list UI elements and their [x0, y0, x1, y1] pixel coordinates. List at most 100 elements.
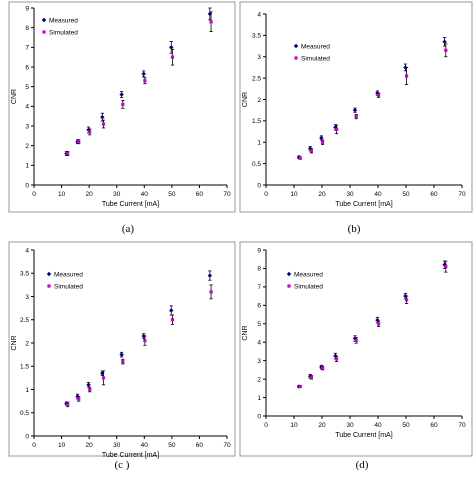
series-simulated	[66, 284, 213, 408]
y-tick-label: 2.5	[20, 317, 29, 324]
data-point-measured	[100, 114, 105, 120]
x-tick-label: 50	[402, 191, 410, 198]
y-tick-label: 5	[257, 321, 261, 328]
y-tick-label: 1	[257, 140, 261, 147]
chart-frame	[8, 241, 236, 457]
panel-caption: (b)	[348, 223, 361, 235]
series-simulated	[298, 43, 448, 160]
x-tick-label: 0	[264, 422, 268, 429]
data-point-simulated	[405, 74, 409, 78]
y-tick-label: 3	[25, 123, 29, 130]
data-point-simulated	[101, 122, 106, 126]
data-point-simulated	[309, 149, 313, 153]
x-tick-label: 20	[318, 422, 326, 429]
chart-frame	[8, 1, 236, 213]
data-point-measured	[86, 382, 91, 388]
panel-caption: (d)	[356, 459, 369, 471]
legend-label: Measured	[294, 271, 323, 278]
x-tick-label: 10	[290, 191, 298, 198]
data-point-simulated	[354, 338, 358, 342]
data-point-simulated	[88, 387, 92, 392]
y-tick-label: 7	[257, 284, 261, 291]
legend-marker-simulated	[287, 284, 291, 288]
data-point-simulated	[298, 156, 302, 160]
x-axis-label: Tube Current [mA]	[102, 201, 159, 208]
data-point-simulated	[377, 322, 381, 326]
y-tick-label: 6	[257, 303, 261, 310]
data-point-simulated	[121, 102, 125, 106]
y-tick-label: 8	[257, 266, 261, 273]
legend-marker-simulated	[42, 30, 46, 34]
data-point-measured	[119, 352, 124, 357]
x-tick-label: 50	[168, 442, 176, 449]
x-tick-label: 60	[196, 191, 204, 198]
y-axis-label: CNR	[11, 335, 18, 350]
x-tick-label: 60	[430, 422, 438, 429]
legend-marker-simulated	[294, 56, 298, 60]
series-simulated	[298, 260, 448, 389]
legend-label: Simulated	[294, 283, 323, 290]
x-axis-label: Tube Current [mA]	[335, 432, 392, 439]
y-tick-label: 0.5	[252, 161, 261, 168]
x-tick-label: 40	[141, 442, 149, 449]
legend: Measured Simulated	[46, 271, 83, 290]
legend: Measured Simulated	[286, 271, 323, 290]
x-tick-label: 10	[290, 422, 298, 429]
data-point-simulated	[121, 360, 125, 364]
x-tick-label: 30	[346, 191, 354, 198]
data-point-simulated	[77, 397, 81, 401]
data-point-simulated	[335, 127, 339, 132]
y-tick-label: 1	[25, 387, 29, 394]
data-point-simulated	[377, 93, 381, 97]
x-tick-label: 20	[86, 191, 94, 198]
data-point-measured	[169, 45, 174, 50]
x-tick-label: 30	[346, 422, 354, 429]
data-point-measured	[442, 39, 447, 44]
y-tick-label: 9	[25, 5, 29, 12]
data-point-simulated	[66, 151, 70, 156]
y-tick-label: 2	[25, 143, 29, 150]
legend: Measured Simulated	[293, 43, 330, 62]
x-tick-label: 70	[458, 191, 466, 198]
x-tick-label: 10	[58, 191, 66, 198]
data-point-measured	[352, 107, 358, 113]
y-tick-label: 3	[257, 358, 261, 365]
chart-panel-4: 0 1 2 3 4 5 6 7 8 9 0 10 20 30 40 50 60 70 Tube Current [m…	[239, 241, 473, 471]
legend-label: Simulated	[301, 55, 330, 62]
y-tick-label: 7	[25, 45, 29, 52]
x-tick-label: 40	[141, 191, 149, 198]
data-point-simulated	[335, 357, 339, 361]
legend-label: Simulated	[54, 283, 83, 290]
y-tick-label: 4	[257, 340, 261, 347]
y-tick-label: 6	[25, 64, 29, 71]
y-tick-label: 0.5	[20, 410, 29, 417]
x-tick-label: 0	[32, 191, 36, 198]
y-tick-label: 5	[25, 84, 29, 91]
legend-marker-measured	[286, 271, 292, 277]
x-tick-label: 70	[223, 442, 231, 449]
data-point-measured	[207, 273, 213, 278]
x-tick-label: 50	[168, 191, 176, 198]
data-point-simulated	[298, 384, 302, 389]
data-point-simulated	[405, 298, 409, 302]
y-axis-label: CNR	[242, 92, 249, 107]
y-tick-label: 0	[25, 182, 29, 189]
data-point-simulated	[88, 130, 92, 134]
y-tick-label: 9	[257, 247, 261, 254]
data-point-measured	[141, 71, 146, 77]
x-tick-label: 10	[58, 442, 66, 449]
data-point-simulated	[170, 318, 175, 322]
data-point-simulated	[77, 140, 81, 144]
data-point-simulated	[66, 402, 70, 406]
legend-marker-simulated	[47, 284, 51, 288]
x-tick-label: 50	[402, 422, 410, 429]
y-tick-label: 0	[25, 433, 29, 440]
series-simulated	[66, 11, 213, 156]
data-point-simulated	[209, 20, 213, 24]
data-point-simulated	[101, 376, 106, 380]
y-tick-label: 2.5	[252, 75, 261, 82]
y-tick-label: 3	[257, 54, 261, 61]
legend-marker-measured	[293, 43, 299, 49]
data-point-simulated	[321, 140, 325, 144]
